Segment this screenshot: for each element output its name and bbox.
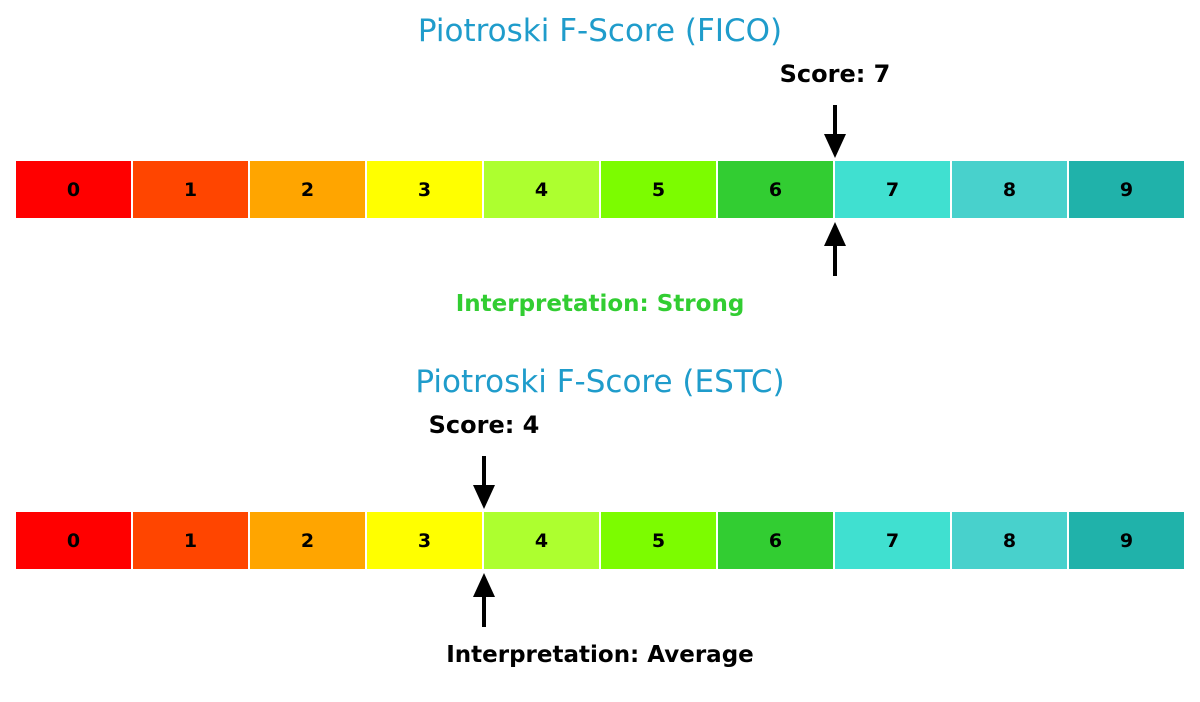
gauge-segment-9 (1067, 159, 1186, 220)
segment-label: 1 (184, 179, 197, 201)
segment-label: 4 (535, 179, 548, 201)
segment-label: 8 (1003, 530, 1016, 552)
segment-label: 0 (67, 530, 80, 552)
gauge-0: Piotroski F-Score (FICO) 0 1 2 3 4 5 6 7 8 9 Score:… (14, 13, 1186, 317)
gauge-segment-0 (14, 510, 133, 571)
gauge-segment-7 (833, 159, 952, 220)
segment-label: 8 (1003, 179, 1016, 201)
gauge-segment-6 (716, 159, 835, 220)
arrow-up-head (824, 222, 846, 246)
segment-label: 2 (301, 179, 314, 201)
segment-label: 0 (67, 179, 80, 201)
gauge-segment-6 (716, 510, 835, 571)
segment-label: 2 (301, 530, 314, 552)
gauge-segment-0 (14, 159, 133, 220)
score-label: Score: 4 (429, 411, 540, 439)
segment-label: 4 (535, 530, 548, 552)
interpretation-label: Interpretation: Average (446, 642, 754, 668)
segment-label: 7 (886, 179, 899, 201)
arrow-up-head (473, 573, 495, 597)
gauge-segment-5 (599, 159, 718, 220)
segment-label: 3 (418, 530, 431, 552)
segment-label: 9 (1120, 179, 1133, 201)
arrow-down-head (824, 134, 846, 158)
segment-label: 6 (769, 530, 782, 552)
segment-label: 5 (652, 530, 665, 552)
gauge-title: Piotroski F-Score (ESTC) (415, 364, 784, 400)
gauge-segment-1 (131, 159, 250, 220)
segment-label: 7 (886, 530, 899, 552)
gauge-segment-4 (482, 159, 601, 220)
gauge-segment-4 (482, 510, 601, 571)
gauge-segment-8 (950, 159, 1069, 220)
gauge-segment-1 (131, 510, 250, 571)
gauge-title: Piotroski F-Score (FICO) (418, 13, 782, 49)
segment-label: 5 (652, 179, 665, 201)
segment-label: 9 (1120, 530, 1133, 552)
segment-label: 3 (418, 179, 431, 201)
segment-label: 1 (184, 530, 197, 552)
gauge-segment-9 (1067, 510, 1186, 571)
gauge-segment-2 (248, 159, 367, 220)
gauge-segment-5 (599, 510, 718, 571)
gauge-1: Piotroski F-Score (ESTC) 0 1 2 3 4 5 6 7 8 9 Score:… (14, 364, 1186, 668)
interpretation-label: Interpretation: Strong (456, 291, 745, 317)
score-label: Score: 7 (780, 60, 891, 88)
gauge-segment-3 (365, 510, 484, 571)
segment-label: 6 (769, 179, 782, 201)
arrow-down-head (473, 485, 495, 509)
